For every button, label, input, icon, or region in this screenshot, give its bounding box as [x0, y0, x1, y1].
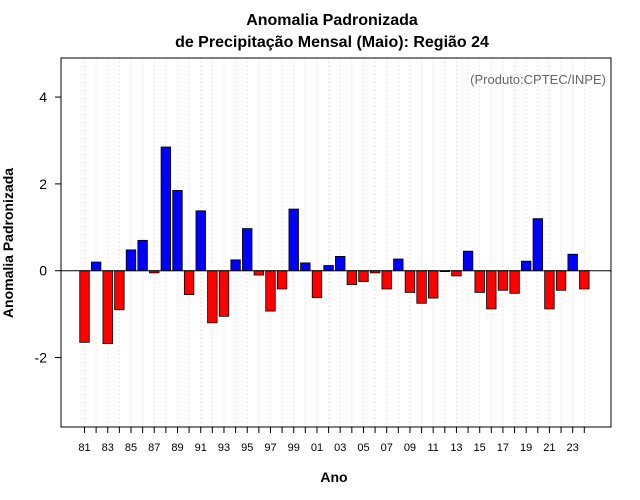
x-tick-label: 09 — [404, 442, 416, 454]
x-tick-label: 17 — [497, 442, 509, 454]
x-tick-label: 21 — [543, 442, 555, 454]
bar-00 — [300, 262, 311, 272]
bar-17 — [497, 270, 509, 291]
bar-84 — [114, 270, 125, 311]
bar-13 — [451, 270, 462, 277]
bar-08 — [393, 258, 404, 272]
bar-11 — [428, 270, 439, 299]
bar-85 — [125, 249, 137, 272]
y-tick-label: 2 — [39, 176, 47, 192]
x-tick-label: 87 — [148, 442, 160, 454]
bar-16 — [486, 270, 497, 310]
y-axis: -2 0 2 4 — [35, 89, 61, 366]
x-tick-label: 93 — [218, 442, 230, 454]
plot-frame — [60, 57, 612, 428]
bar-82 — [90, 261, 102, 272]
bar-89 — [172, 190, 183, 272]
x-tick-label: 97 — [264, 442, 276, 454]
x-tick-label: 05 — [357, 442, 369, 454]
x-tick-label: 01 — [311, 442, 323, 454]
x-axis: 81 83 85 87 89 91 93 95 97 99 01 03 05 07 09 11 13 15 17 19… — [78, 427, 585, 454]
x-tick-label: 95 — [241, 442, 253, 454]
x-tick-label: 23 — [567, 442, 579, 454]
chart-title: Anomalia Padronizada — [246, 12, 418, 29]
bar-10 — [416, 270, 427, 304]
y-axis-label: Anomalia Padronizada — [0, 168, 16, 318]
bar-88 — [160, 146, 172, 272]
y-tick-label: -2 — [35, 350, 48, 366]
x-tick-label: 13 — [450, 442, 462, 454]
bar-04 — [346, 270, 358, 286]
bar-91 — [195, 210, 206, 272]
bar-03 — [335, 255, 346, 272]
chart-subtitle: de Precipitação Mensal (Maio): Região 24 — [175, 34, 489, 51]
x-tick-label: 03 — [334, 442, 346, 454]
bar-24 — [579, 270, 590, 290]
bar-92 — [207, 270, 218, 324]
y-tick-label: 0 — [39, 263, 47, 279]
bar-22 — [555, 270, 567, 291]
x-tick-label: 99 — [288, 442, 300, 454]
bar-18 — [509, 270, 520, 294]
x-tick-label: 83 — [102, 442, 114, 454]
x-tick-label: 85 — [125, 442, 137, 454]
grid-lines — [84, 58, 585, 427]
bar-98 — [276, 270, 288, 290]
bar-86 — [137, 239, 148, 272]
bar-14 — [462, 250, 474, 272]
x-tick-label: 81 — [78, 442, 90, 454]
bar-23 — [567, 253, 578, 272]
bar-20 — [532, 218, 543, 272]
x-tick-label: 11 — [427, 442, 438, 454]
bar-15 — [474, 270, 485, 293]
bar-90 — [183, 270, 195, 295]
bar-07 — [381, 270, 392, 290]
bar-99 — [288, 208, 299, 272]
bar-05 — [358, 270, 369, 282]
bar-83 — [102, 270, 113, 345]
bar-21 — [544, 270, 555, 310]
bar-09 — [404, 270, 416, 293]
bar-81 — [79, 270, 90, 343]
bars — [79, 146, 590, 345]
x-tick-label: 89 — [171, 442, 183, 454]
bar-96 — [253, 270, 265, 276]
bar-94 — [230, 259, 241, 272]
product-annotation: (Produto:CPTEC/INPE) — [470, 72, 606, 87]
bar-95 — [242, 228, 253, 272]
bar-97 — [265, 270, 276, 312]
bar-02 — [323, 265, 334, 272]
x-tick-label: 15 — [474, 442, 486, 454]
bar-01 — [311, 270, 323, 299]
y-tick-label: 4 — [39, 89, 47, 105]
x-axis-label: Ano — [320, 469, 347, 485]
x-tick-label: 07 — [381, 442, 393, 454]
bar-19 — [521, 260, 532, 272]
x-tick-label: 19 — [520, 442, 532, 454]
bar-93 — [218, 270, 230, 317]
x-tick-label: 91 — [195, 442, 207, 454]
